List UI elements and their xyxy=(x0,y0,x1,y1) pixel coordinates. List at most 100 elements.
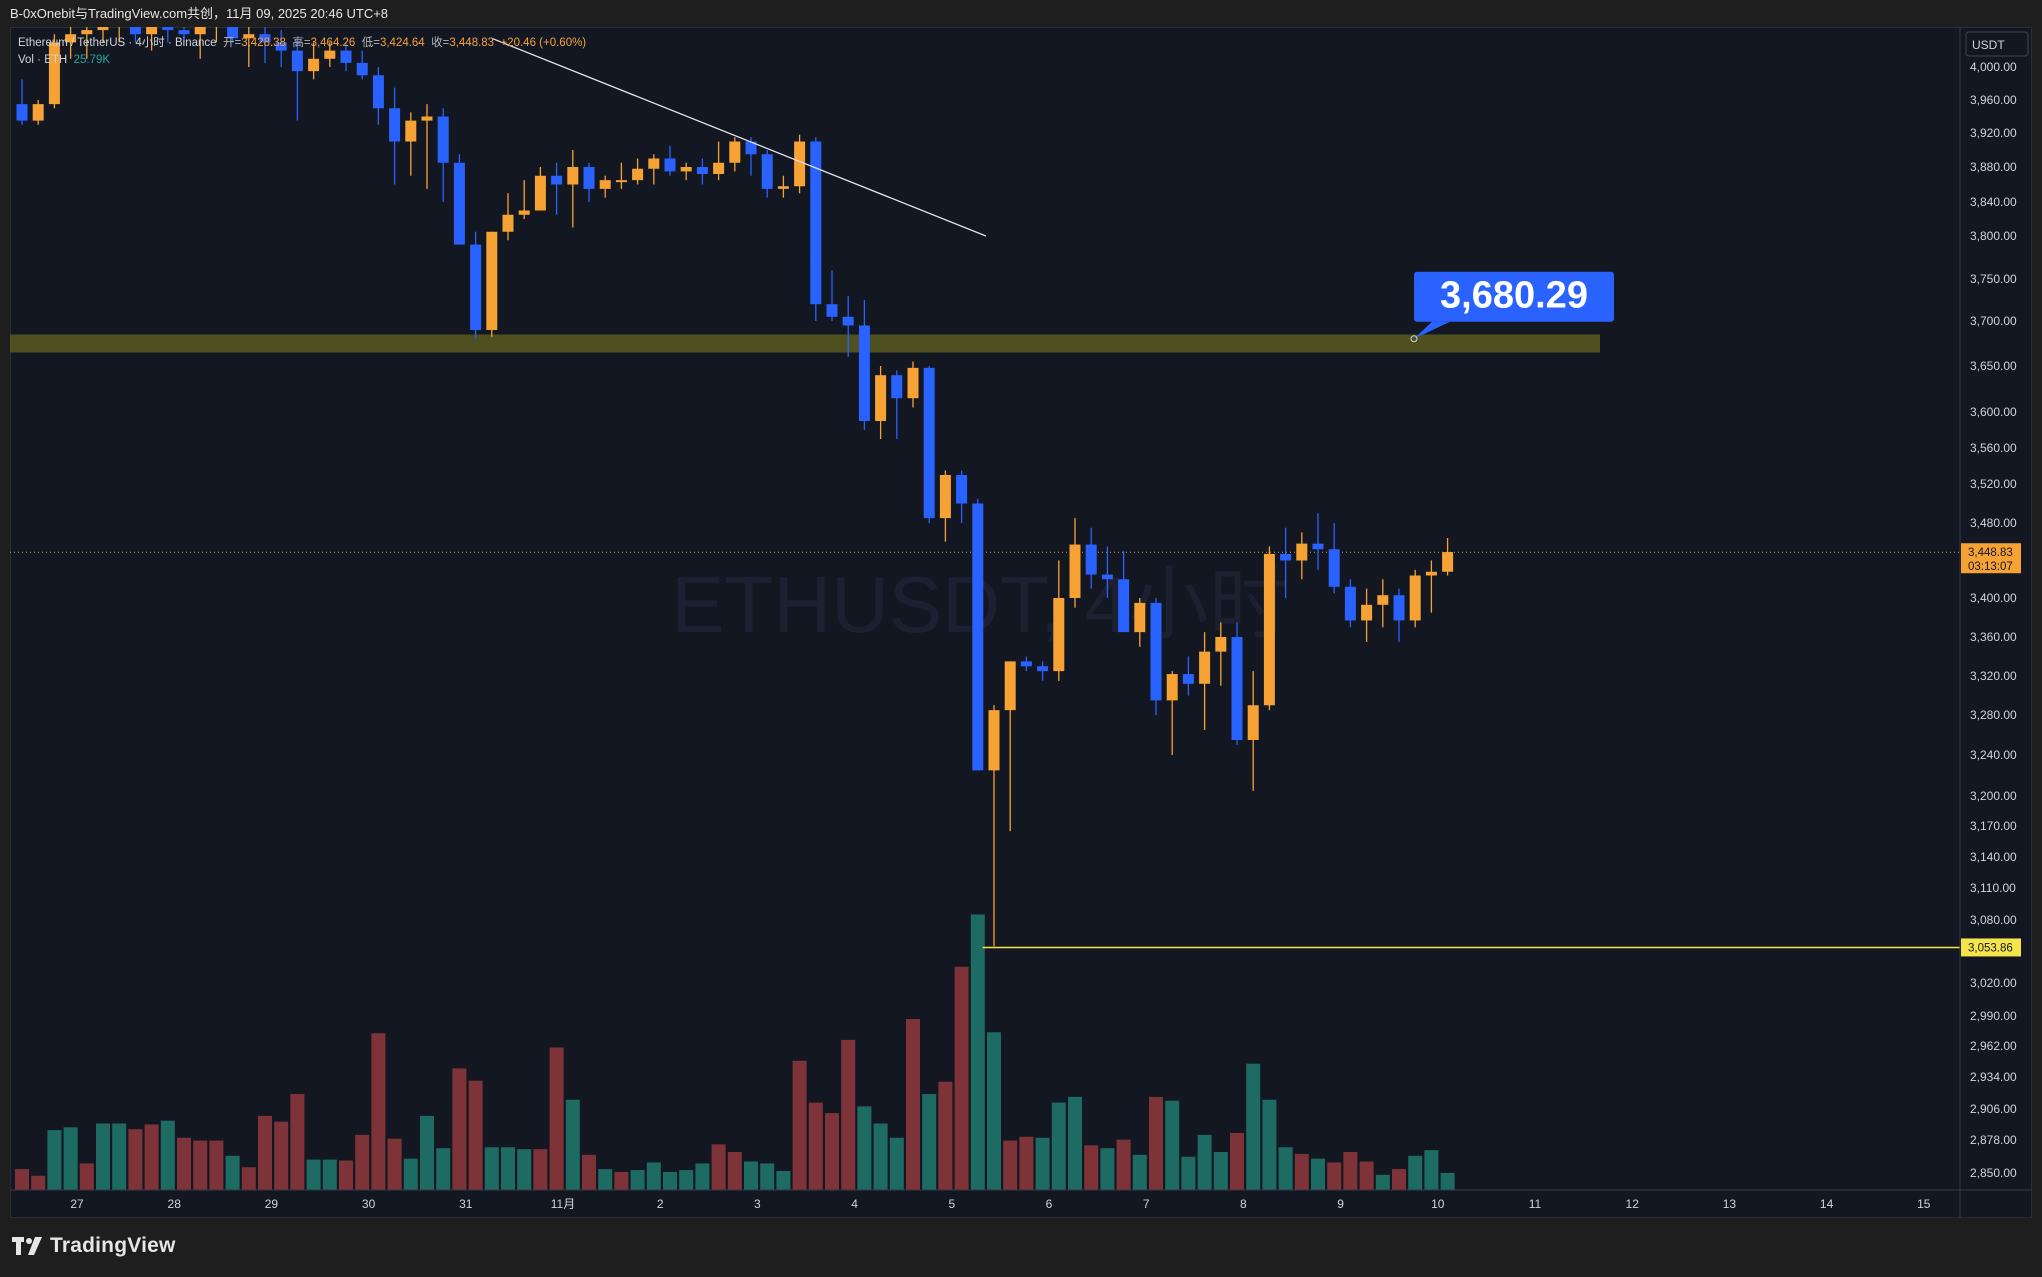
candle[interactable] xyxy=(972,498,984,771)
candle[interactable] xyxy=(48,34,60,109)
candle[interactable] xyxy=(599,175,611,198)
candle[interactable] xyxy=(696,158,708,185)
candle[interactable] xyxy=(518,180,530,219)
candle[interactable] xyxy=(340,42,352,72)
candle[interactable] xyxy=(1442,538,1454,576)
candle[interactable] xyxy=(842,295,854,357)
tradingview-logo[interactable]: TradingView xyxy=(12,1234,176,1258)
candle[interactable] xyxy=(794,134,806,194)
candle[interactable] xyxy=(875,366,887,439)
candle[interactable] xyxy=(227,27,239,43)
candle[interactable] xyxy=(146,27,158,51)
candle[interactable] xyxy=(1344,579,1356,628)
candle[interactable] xyxy=(32,100,44,125)
candle[interactable] xyxy=(65,27,77,59)
candle[interactable] xyxy=(1328,523,1340,594)
candle[interactable] xyxy=(1069,518,1081,608)
candle[interactable] xyxy=(1425,560,1437,613)
candle[interactable] xyxy=(745,137,757,176)
candle[interactable] xyxy=(291,38,303,121)
candle[interactable] xyxy=(923,366,935,523)
candle[interactable] xyxy=(648,154,660,185)
candle[interactable] xyxy=(372,67,384,125)
candle[interactable] xyxy=(324,42,336,67)
candle[interactable] xyxy=(632,158,644,185)
candle[interactable] xyxy=(16,79,28,125)
candle[interactable] xyxy=(1361,588,1373,642)
volume-bar xyxy=(1440,1172,1455,1190)
candle[interactable] xyxy=(858,300,870,430)
candle[interactable] xyxy=(259,27,271,63)
candle[interactable] xyxy=(1377,579,1389,628)
candle[interactable] xyxy=(405,112,417,176)
candle[interactable] xyxy=(211,27,222,43)
candle[interactable] xyxy=(308,42,320,80)
candle[interactable] xyxy=(956,470,968,524)
candle[interactable] xyxy=(810,137,822,321)
candle[interactable] xyxy=(97,27,109,43)
candle[interactable] xyxy=(114,27,125,43)
candle[interactable] xyxy=(356,50,368,80)
candle[interactable] xyxy=(664,145,676,176)
candle[interactable] xyxy=(615,162,627,189)
candle[interactable] xyxy=(1101,546,1113,598)
candle[interactable] xyxy=(1118,551,1130,633)
candle[interactable] xyxy=(129,27,141,43)
candle[interactable] xyxy=(1231,622,1243,745)
candle[interactable] xyxy=(178,27,190,43)
price-axis[interactable]: 4,000.00 3,960.00 3,920.00 3,880.00 3,840.00… xyxy=(1961,60,2021,1180)
candle[interactable] xyxy=(1263,546,1275,711)
candle[interactable] xyxy=(713,141,725,181)
candle[interactable] xyxy=(1085,527,1097,589)
candle[interactable] xyxy=(1053,560,1065,681)
price-callout[interactable]: 3,680.29 xyxy=(1410,271,1614,343)
currency-button[interactable]: USDT xyxy=(1965,31,2029,57)
candle[interactable] xyxy=(1409,569,1421,628)
candle[interactable] xyxy=(1150,598,1162,715)
candle[interactable] xyxy=(1020,656,1032,672)
candle[interactable] xyxy=(1037,661,1049,681)
time-axis[interactable]: 27 28 29 30 31 11月 2 3 4 5 6 7 8 9 10 11 12 13 14 15 xyxy=(70,1197,1930,1211)
candle[interactable] xyxy=(988,705,1000,947)
candle[interactable] xyxy=(826,270,838,321)
candle[interactable] xyxy=(1166,671,1178,755)
candle[interactable] xyxy=(551,162,563,215)
candle[interactable] xyxy=(583,162,595,202)
candle[interactable] xyxy=(162,27,174,43)
candle[interactable] xyxy=(502,193,514,241)
candle[interactable] xyxy=(1134,598,1146,647)
candle[interactable] xyxy=(81,27,93,59)
candle[interactable] xyxy=(761,150,773,198)
candle[interactable] xyxy=(729,137,741,172)
candle[interactable] xyxy=(939,470,951,542)
candle[interactable] xyxy=(1182,656,1194,696)
candle[interactable] xyxy=(275,30,287,67)
candle[interactable] xyxy=(1393,588,1405,642)
candle[interactable] xyxy=(680,162,692,181)
candle[interactable] xyxy=(1280,527,1292,598)
candle[interactable] xyxy=(243,27,255,67)
candle[interactable] xyxy=(1215,622,1227,686)
candle[interactable] xyxy=(1199,632,1211,730)
candle[interactable] xyxy=(1296,532,1308,580)
candle[interactable] xyxy=(470,231,482,339)
candle[interactable] xyxy=(389,87,401,185)
support-zone[interactable] xyxy=(10,334,1600,353)
candle[interactable] xyxy=(421,104,433,189)
candle[interactable] xyxy=(907,361,919,408)
callout-anchor[interactable] xyxy=(1410,335,1418,343)
trendline[interactable] xyxy=(491,37,987,237)
candle[interactable] xyxy=(1312,513,1324,570)
candle[interactable] xyxy=(891,370,903,439)
candle[interactable] xyxy=(777,175,789,198)
candle[interactable] xyxy=(437,108,449,202)
candle[interactable] xyxy=(486,231,498,338)
candle[interactable] xyxy=(453,154,465,245)
candle[interactable] xyxy=(1004,661,1016,832)
candle[interactable] xyxy=(1247,671,1259,791)
candle[interactable] xyxy=(194,27,206,59)
candle[interactable] xyxy=(567,150,579,228)
candle[interactable] xyxy=(534,167,546,211)
